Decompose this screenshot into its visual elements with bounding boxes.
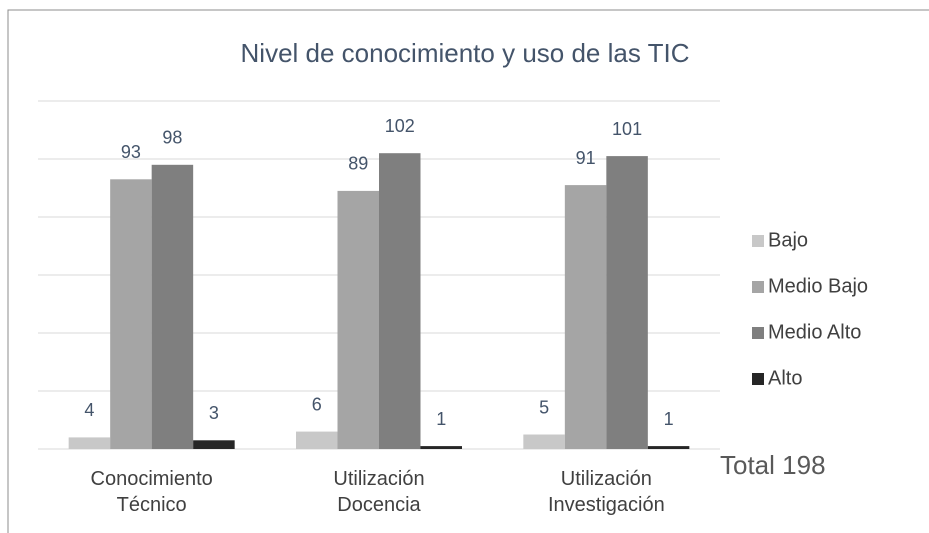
data-label: 93 xyxy=(121,142,141,162)
data-label: 5 xyxy=(539,397,549,417)
data-label: 4 xyxy=(84,400,94,420)
bar xyxy=(151,164,194,450)
legend-swatch xyxy=(752,373,764,385)
x-tick-label: Conocimiento Técnico xyxy=(90,468,213,516)
data-label: 3 xyxy=(209,403,219,423)
legend-label: Medio Alto xyxy=(768,321,861,343)
bar xyxy=(68,437,111,449)
data-label: 1 xyxy=(436,409,446,429)
bar xyxy=(379,153,421,449)
bar xyxy=(193,440,235,449)
data-label: 1 xyxy=(664,409,674,429)
chart-title: Nivel de conocimiento y uso de las TIC xyxy=(241,38,690,68)
data-label: 6 xyxy=(312,394,322,414)
bar xyxy=(110,179,152,450)
bar xyxy=(420,446,462,449)
data-label: 101 xyxy=(612,119,642,139)
x-tick-label: Utilización Docencia xyxy=(333,468,425,516)
x-tick-label: Utilización Investigación xyxy=(547,468,665,516)
bar xyxy=(564,185,607,449)
legend-label: Bajo xyxy=(768,229,808,251)
bar xyxy=(296,431,338,449)
data-label: 102 xyxy=(385,116,415,136)
bar xyxy=(337,190,379,449)
legend-swatch xyxy=(752,327,764,339)
data-label: 91 xyxy=(576,148,596,168)
frame xyxy=(7,9,929,533)
legend-swatch xyxy=(752,235,764,247)
bar xyxy=(647,446,690,449)
bar xyxy=(523,434,565,449)
bar xyxy=(606,156,648,449)
data-label: 98 xyxy=(162,128,182,148)
legend-label: Alto xyxy=(768,367,802,389)
annotation: Total 198 xyxy=(720,450,826,480)
data-label: 89 xyxy=(348,154,368,174)
legend-label: Medio Bajo xyxy=(768,275,868,297)
legend-swatch xyxy=(752,281,764,293)
